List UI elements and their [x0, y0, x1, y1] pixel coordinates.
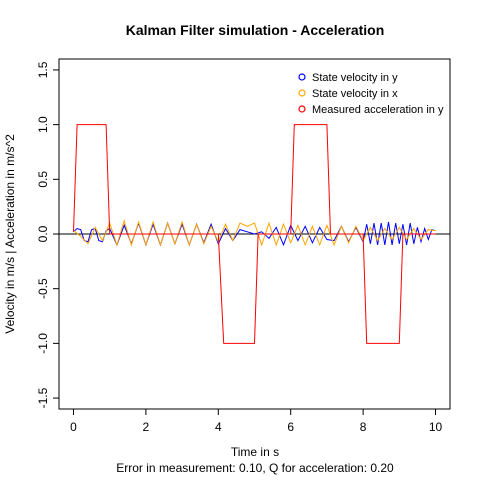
series-line-2	[73, 124, 436, 344]
chart-subtitle: Error in measurement: 0.10, Q for accele…	[116, 461, 394, 475]
x-tick-label: 10	[429, 420, 443, 434]
chart-title: Kalman Filter simulation - Acceleration	[126, 22, 385, 38]
legend-entry: State velocity in y	[312, 72, 398, 84]
y-tick-label: -1.5	[36, 387, 50, 408]
y-tick-label: 0.0	[36, 225, 50, 242]
y-tick-label: -1.0	[36, 333, 50, 354]
x-tick-label: 4	[215, 420, 222, 434]
x-tick-label: 2	[143, 420, 150, 434]
legend-entry: State velocity in x	[312, 88, 398, 100]
y-axis-label: Velocity in m/s | Acceleration in m/s^2	[3, 134, 17, 334]
legend-entry: Measured acceleration in y	[312, 104, 444, 116]
x-tick-label: 6	[287, 420, 294, 434]
legend-marker-icon	[298, 89, 306, 97]
legend-marker-icon	[298, 73, 306, 81]
x-tick-label: 0	[70, 420, 77, 434]
x-axis: 0 2 4 6 8 10	[70, 409, 443, 434]
legend: State velocity in y State velocity in x Me…	[298, 72, 444, 116]
series-line-1	[73, 219, 436, 247]
legend-marker-icon	[298, 105, 306, 113]
x-axis-label: Time in s	[231, 445, 279, 459]
y-axis: -1.5 -1.0 -0.5 0.0 0.5 1.0 1.5	[36, 61, 59, 408]
series-layer	[73, 124, 436, 344]
y-tick-label: 0.5	[36, 171, 50, 188]
y-tick-label: 1.0	[36, 116, 50, 133]
x-tick-label: 8	[360, 420, 367, 434]
y-tick-label: 1.5	[36, 61, 50, 78]
y-tick-label: -0.5	[36, 278, 50, 299]
